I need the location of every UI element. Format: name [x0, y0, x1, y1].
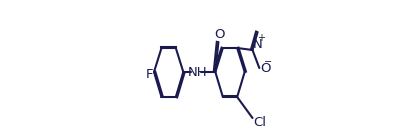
Text: +: + — [257, 33, 265, 43]
Text: O: O — [214, 29, 225, 41]
Text: N: N — [253, 38, 263, 52]
Text: F: F — [146, 69, 153, 81]
Text: −: − — [265, 57, 273, 67]
Text: NH: NH — [188, 66, 208, 78]
Text: Cl: Cl — [253, 115, 267, 129]
Text: O: O — [260, 61, 271, 75]
